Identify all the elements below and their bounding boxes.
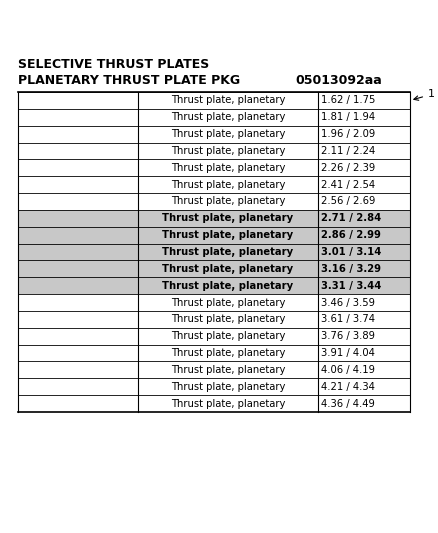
Text: Thrust plate, planetary: Thrust plate, planetary (171, 297, 285, 308)
Text: 1.81 / 1.94: 1.81 / 1.94 (321, 112, 375, 122)
Bar (18, 227, 410, 244)
Text: Thrust plate, planetary: Thrust plate, planetary (171, 180, 285, 190)
Bar (18, 193, 410, 210)
Text: 4.06 / 4.19: 4.06 / 4.19 (321, 365, 375, 375)
Text: Thrust plate, planetary: Thrust plate, planetary (171, 314, 285, 325)
Bar (18, 176, 410, 193)
Bar (18, 261, 410, 277)
Text: 3.61 / 3.74: 3.61 / 3.74 (321, 314, 375, 325)
Text: 1.62 / 1.75: 1.62 / 1.75 (321, 95, 375, 106)
Text: Thrust plate, planetary: Thrust plate, planetary (171, 112, 285, 122)
Text: Thrust plate, planetary: Thrust plate, planetary (171, 348, 285, 358)
Bar (18, 345, 410, 361)
Bar (18, 395, 410, 412)
Text: Thrust plate, planetary: Thrust plate, planetary (162, 264, 293, 274)
Text: Thrust plate, planetary: Thrust plate, planetary (162, 213, 293, 223)
Text: Thrust plate, planetary: Thrust plate, planetary (171, 163, 285, 173)
Bar (18, 311, 410, 328)
Text: 4.21 / 4.34: 4.21 / 4.34 (321, 382, 375, 392)
Bar (18, 244, 410, 261)
Bar (18, 361, 410, 378)
Text: Thrust plate, planetary: Thrust plate, planetary (171, 399, 285, 409)
Text: 2.26 / 2.39: 2.26 / 2.39 (321, 163, 375, 173)
Text: Thrust plate, planetary: Thrust plate, planetary (171, 197, 285, 206)
Text: 4.36 / 4.49: 4.36 / 4.49 (321, 399, 375, 409)
Bar (18, 328, 410, 345)
Text: 1.96 / 2.09: 1.96 / 2.09 (321, 129, 375, 139)
Text: Thrust plate, planetary: Thrust plate, planetary (171, 95, 285, 106)
Text: SELECTIVE THRUST PLATES: SELECTIVE THRUST PLATES (18, 58, 209, 71)
Text: Thrust plate, planetary: Thrust plate, planetary (171, 129, 285, 139)
Text: Thrust plate, planetary: Thrust plate, planetary (162, 230, 293, 240)
Text: Thrust plate, planetary: Thrust plate, planetary (171, 146, 285, 156)
Text: 1: 1 (414, 90, 435, 100)
Text: 2.11 / 2.24: 2.11 / 2.24 (321, 146, 375, 156)
Text: Thrust plate, planetary: Thrust plate, planetary (162, 247, 293, 257)
Bar (18, 210, 410, 227)
Bar (18, 294, 410, 311)
Text: 2.56 / 2.69: 2.56 / 2.69 (321, 197, 375, 206)
Text: PLANETARY THRUST PLATE PKG: PLANETARY THRUST PLATE PKG (18, 74, 240, 87)
Text: 2.41 / 2.54: 2.41 / 2.54 (321, 180, 375, 190)
Text: 3.31 / 3.44: 3.31 / 3.44 (321, 281, 381, 290)
Bar (18, 159, 410, 176)
Bar (18, 378, 410, 395)
Text: 05013092aa: 05013092aa (295, 74, 382, 87)
Text: 3.46 / 3.59: 3.46 / 3.59 (321, 297, 375, 308)
Bar (18, 126, 410, 142)
Bar (18, 109, 410, 126)
Text: Thrust plate, planetary: Thrust plate, planetary (171, 331, 285, 341)
Bar (18, 92, 410, 109)
Text: Thrust plate, planetary: Thrust plate, planetary (171, 382, 285, 392)
Text: 3.16 / 3.29: 3.16 / 3.29 (321, 264, 381, 274)
Text: 2.71 / 2.84: 2.71 / 2.84 (321, 213, 381, 223)
Bar (18, 277, 410, 294)
Text: 3.91 / 4.04: 3.91 / 4.04 (321, 348, 375, 358)
Text: 3.01 / 3.14: 3.01 / 3.14 (321, 247, 381, 257)
Text: Thrust plate, planetary: Thrust plate, planetary (162, 281, 293, 290)
Text: 2.86 / 2.99: 2.86 / 2.99 (321, 230, 381, 240)
Bar (18, 142, 410, 159)
Text: Thrust plate, planetary: Thrust plate, planetary (171, 365, 285, 375)
Text: 3.76 / 3.89: 3.76 / 3.89 (321, 331, 375, 341)
